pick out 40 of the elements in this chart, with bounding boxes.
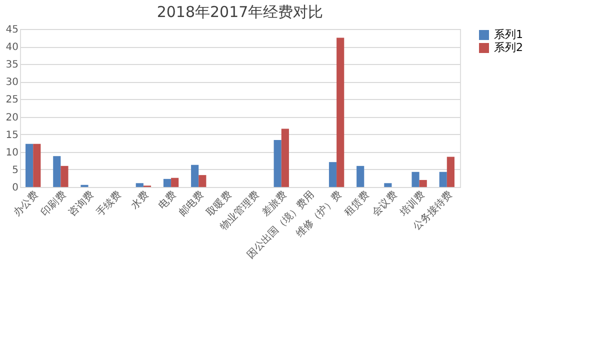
legend-label: 系列2 bbox=[494, 41, 523, 54]
bar bbox=[274, 140, 282, 187]
y-tick-label: 30 bbox=[6, 77, 18, 88]
bar bbox=[171, 178, 179, 187]
bar bbox=[446, 156, 454, 187]
y-tick-label: 35 bbox=[6, 60, 18, 71]
bar bbox=[60, 166, 68, 187]
bar bbox=[26, 144, 34, 187]
bar bbox=[163, 178, 172, 187]
bar bbox=[439, 172, 447, 187]
y-tick-label: 5 bbox=[12, 164, 18, 176]
bar bbox=[136, 183, 144, 187]
bar bbox=[419, 180, 427, 187]
bar bbox=[384, 183, 392, 187]
x-tick-label: 邮电费 bbox=[176, 188, 206, 218]
y-tick-label: 15 bbox=[6, 130, 18, 141]
legend-label: 系列1 bbox=[494, 28, 523, 41]
bar bbox=[328, 162, 337, 187]
x-tick-label: 电费 bbox=[156, 188, 179, 212]
x-tick-label: 印刷费 bbox=[38, 188, 68, 218]
bar bbox=[191, 164, 199, 187]
bar bbox=[281, 128, 289, 187]
y-tick-label: 20 bbox=[6, 112, 18, 124]
y-tick-label: 10 bbox=[6, 147, 18, 158]
bar bbox=[53, 156, 61, 187]
x-tick-label: 会议费 bbox=[370, 188, 400, 218]
bar bbox=[336, 38, 344, 187]
y-tick-label: 0 bbox=[12, 182, 18, 194]
y-tick-label: 45 bbox=[6, 24, 18, 36]
x-tick-label: 租赁费 bbox=[342, 188, 372, 218]
bar bbox=[33, 144, 41, 187]
chart-title: 2018年2017年经费对比 bbox=[156, 3, 324, 21]
x-tick-label: 咨询费 bbox=[66, 188, 96, 218]
bar bbox=[356, 166, 364, 187]
x-tick-label: 手续费 bbox=[94, 188, 124, 218]
x-tick-label: 水费 bbox=[128, 188, 152, 212]
bar bbox=[198, 175, 206, 187]
y-tick-label: 25 bbox=[6, 94, 18, 106]
y-tick-label: 40 bbox=[6, 42, 18, 54]
bar bbox=[412, 172, 420, 187]
